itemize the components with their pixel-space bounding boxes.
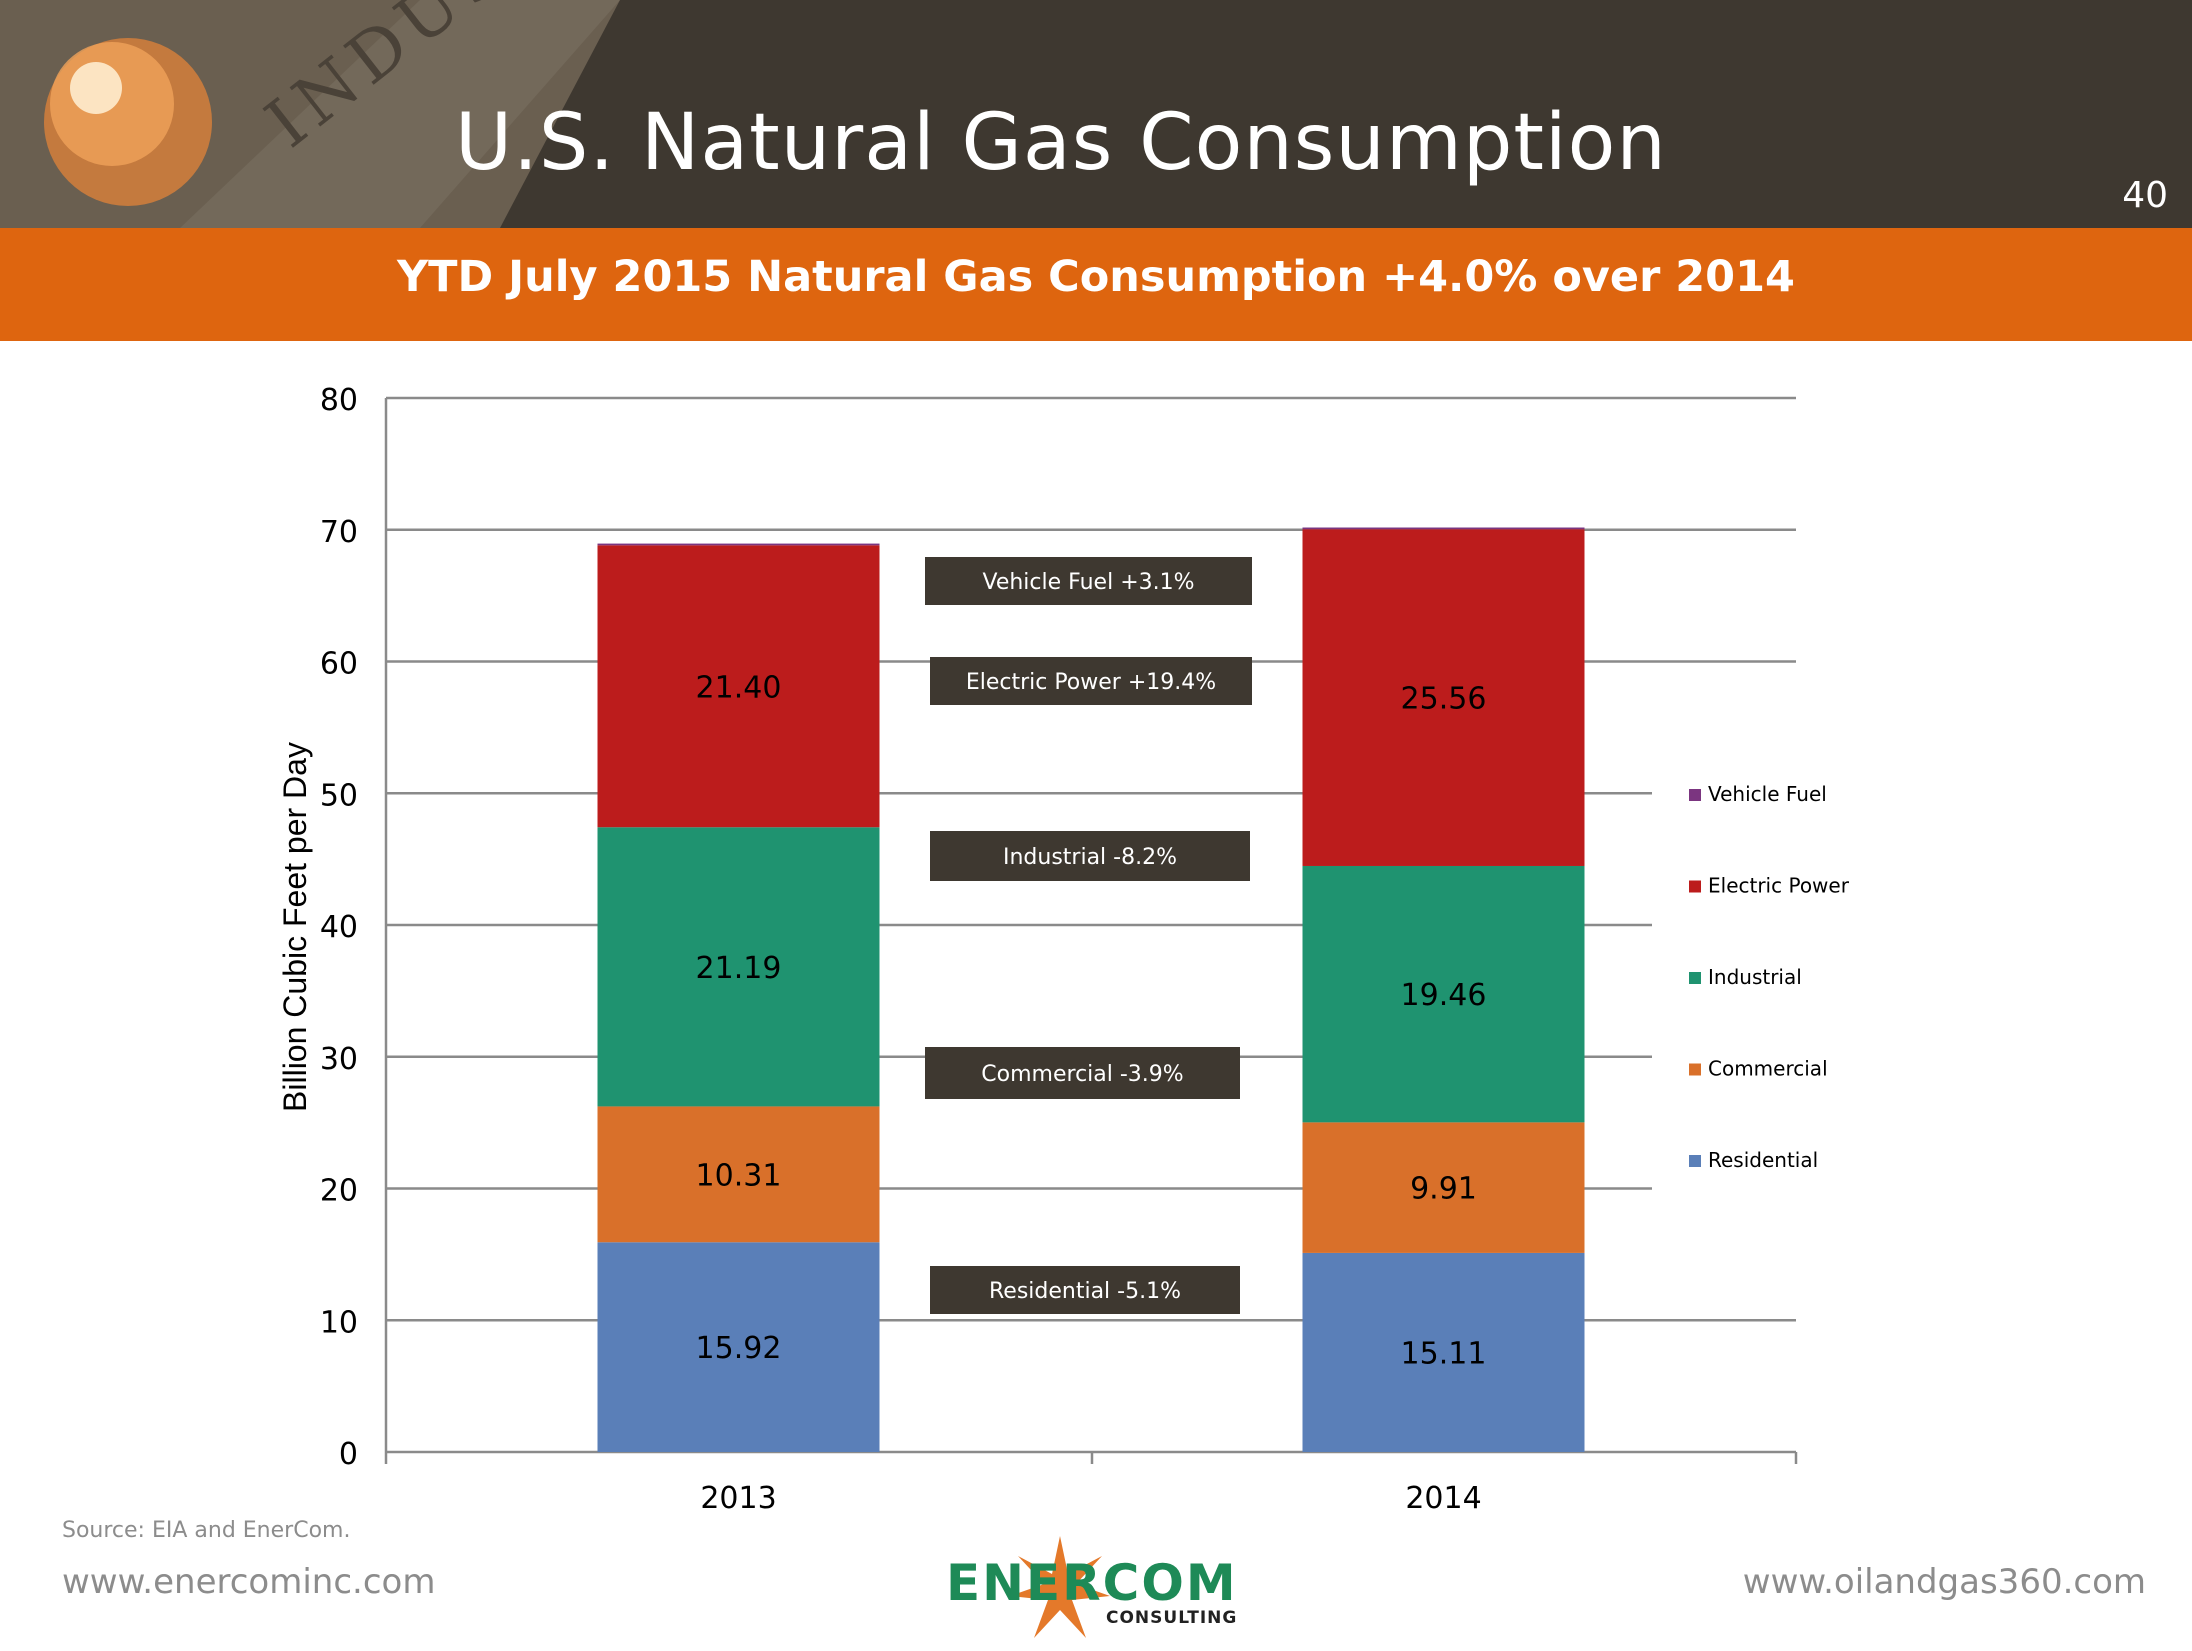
legend-swatch — [1689, 972, 1701, 984]
legend-swatch — [1689, 880, 1701, 893]
annotation-box — [925, 557, 1252, 605]
bar-industrial-2014 — [1302, 865, 1585, 1123]
legend-swatch — [1689, 1063, 1701, 1076]
bar-electric-power-2013 — [597, 545, 880, 828]
y-tick-30: 30 — [320, 1042, 358, 1077]
data-label-residential-2013: 15.92 — [696, 1331, 782, 1366]
annotation-industrial: Industrial -8.2% — [930, 831, 1250, 881]
annotation-box — [930, 831, 1250, 881]
y-tick-labels: 0 10 20 30 40 50 60 70 80 — [320, 383, 358, 1472]
logo-wordmark: ENERCOM — [946, 1554, 1238, 1612]
x-tick-2013: 2013 — [700, 1481, 776, 1511]
annotation-text: Commercial -3.9% — [981, 1062, 1183, 1087]
annotations: Vehicle Fuel +3.1% Electric Power +19.4% I… — [925, 557, 1252, 1314]
y-tick-50: 50 — [320, 778, 358, 813]
y-tick-40: 40 — [320, 910, 358, 945]
legend-label: Electric Power — [1708, 874, 1850, 898]
legend-label: Residential — [1708, 1148, 1818, 1172]
banner-artwork: INDUSTR — [0, 0, 620, 228]
logo-subtitle: CONSULTING — [1106, 1608, 1238, 1628]
data-label-industrial-2013: 21.19 — [696, 951, 782, 986]
annotation-box — [930, 1266, 1240, 1314]
url-left[interactable]: www.enercominc.com — [62, 1562, 436, 1602]
legend-label: Industrial — [1708, 965, 1802, 989]
data-label-commercial-2014: 9.91 — [1410, 1172, 1477, 1207]
annotation-box — [925, 1047, 1240, 1099]
header-banner: INDUSTR U.S. Natural Gas Consumption 40 — [0, 0, 2192, 228]
legend-label: Commercial — [1708, 1057, 1828, 1081]
bar-residential-2014 — [1302, 1252, 1585, 1452]
legend-item-residential: Residential — [1689, 1148, 1818, 1172]
annotation-text: Industrial -8.2% — [1003, 845, 1177, 870]
data-label-electric-power-2013: 21.40 — [696, 670, 782, 705]
annotation-text: Electric Power +19.4% — [966, 670, 1216, 695]
legend-item-industrial: Industrial — [1689, 965, 1802, 989]
annotation-box — [930, 657, 1252, 705]
bars: 15.92 10.31 21.19 21.40 15.11 9.91 19.46 25.56 — [597, 527, 1585, 1452]
bar-industrial-2013 — [597, 827, 880, 1107]
source-note: Source: EIA and EnerCom. — [62, 1518, 351, 1543]
y-tick-20: 20 — [320, 1174, 358, 1209]
annotation-electric-power: Electric Power +19.4% — [930, 657, 1252, 705]
legend-swatch — [1689, 789, 1701, 801]
bar-residential-2013 — [597, 1242, 880, 1452]
x-tick-2014: 2014 — [1405, 1481, 1481, 1511]
annotation-text: Vehicle Fuel +3.1% — [982, 570, 1194, 595]
bar-vehicle-fuel-2013 — [597, 543, 880, 546]
page-number: 40 — [2122, 175, 2168, 216]
y-tick-60: 60 — [320, 647, 358, 682]
data-label-commercial-2013: 10.31 — [696, 1158, 782, 1193]
bar-vehicle-fuel-2014 — [1302, 527, 1585, 530]
chart-subtitle: YTD July 2015 Natural Gas Consumption +4… — [397, 252, 1795, 302]
data-label-residential-2014: 15.11 — [1401, 1336, 1487, 1371]
annotation-text: Residential -5.1% — [989, 1279, 1181, 1304]
y-axis-label: Billion Cubic Feet per Day — [277, 742, 313, 1112]
starburst-icon — [1010, 1536, 1110, 1638]
annotation-vehicle-fuel: Vehicle Fuel +3.1% — [925, 557, 1252, 605]
data-label-industrial-2014: 19.46 — [1401, 978, 1487, 1013]
legend-label: Vehicle Fuel — [1708, 782, 1827, 806]
legend-item-vehicle-fuel: Vehicle Fuel — [1689, 782, 1827, 806]
legend: Vehicle Fuel Electric Power Industrial Comm… — [1689, 782, 1850, 1172]
legend-swatch — [1689, 1155, 1701, 1167]
page-title: U.S. Natural Gas Consumption — [455, 98, 1667, 188]
y-tick-80: 80 — [320, 383, 358, 418]
y-tick-10: 10 — [320, 1305, 358, 1340]
y-tick-0: 0 — [339, 1437, 358, 1472]
annotation-commercial: Commercial -3.9% — [925, 1047, 1240, 1099]
y-tick-70: 70 — [320, 515, 358, 550]
url-right[interactable]: www.oilandgas360.com — [1742, 1562, 2146, 1602]
bar-commercial-2013 — [597, 1106, 880, 1243]
bar-electric-power-2014 — [1302, 529, 1585, 866]
enercom-logo: ENERCOM CONSULTING — [940, 1536, 1260, 1646]
x-tick-labels: 2013 2014 — [700, 1481, 1481, 1511]
annotation-residential: Residential -5.1% — [930, 1266, 1240, 1314]
bar-commercial-2014 — [1302, 1122, 1585, 1253]
legend-item-commercial: Commercial — [1689, 1057, 1828, 1081]
legend-item-electric-power: Electric Power — [1689, 874, 1850, 898]
data-label-electric-power-2014: 25.56 — [1401, 682, 1487, 717]
subheader-bar — [0, 228, 2192, 341]
